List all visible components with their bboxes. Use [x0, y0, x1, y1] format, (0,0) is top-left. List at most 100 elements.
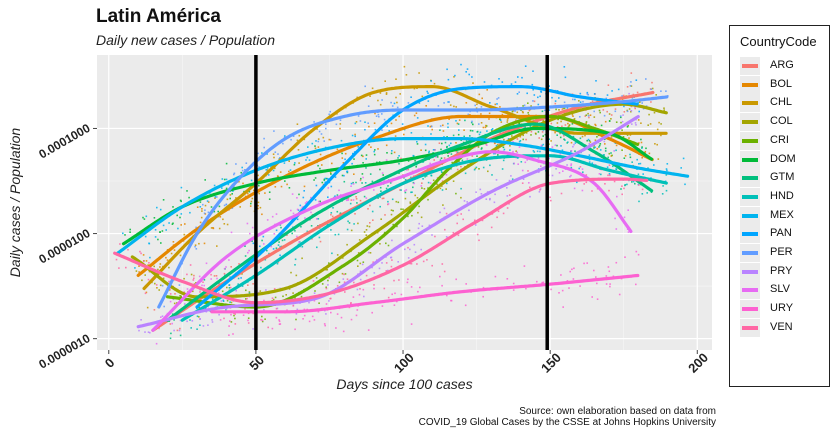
scatter-point-ury — [317, 310, 320, 313]
scatter-point-pry — [566, 164, 568, 166]
scatter-point-per — [430, 125, 433, 128]
scatter-point-ury — [278, 319, 280, 321]
scatter-point-pry — [548, 157, 550, 160]
scatter-point-slv — [296, 208, 299, 211]
scatter-point-bol — [486, 89, 488, 91]
scatter-point-ury — [523, 265, 526, 267]
scatter-point-per — [542, 129, 545, 132]
scatter-point-pan — [617, 88, 620, 91]
scatter-point-slv — [528, 182, 530, 184]
scatter-point-mex — [162, 224, 165, 227]
legend-label: SLV — [770, 283, 790, 296]
scatter-point-arg — [438, 142, 441, 144]
scatter-point-ury — [400, 293, 403, 296]
scatter-point-dom — [497, 154, 499, 156]
scatter-point-cri — [499, 118, 501, 120]
scatter-point-slv — [347, 199, 350, 201]
scatter-point-hnd — [371, 210, 374, 213]
scatter-point-gtm — [343, 180, 346, 183]
scatter-point-arg — [636, 91, 639, 94]
scatter-point-slv — [296, 235, 298, 238]
scatter-point-ury — [550, 288, 552, 291]
scatter-point-mex — [443, 136, 445, 138]
scatter-point-bol — [286, 183, 288, 186]
scatter-point-pry — [634, 122, 637, 124]
scatter-point-mex — [149, 256, 151, 259]
scatter-point-col — [496, 143, 499, 146]
scatter-point-pan — [427, 100, 430, 102]
scatter-point-gtm — [280, 226, 282, 229]
scatter-point-bol — [567, 122, 569, 125]
scatter-point-mex — [364, 121, 366, 123]
scatter-point-col — [414, 194, 416, 197]
scatter-point-hnd — [283, 239, 286, 241]
scatter-point-pan — [416, 117, 419, 119]
scatter-point-per — [650, 88, 653, 90]
scatter-point-ven — [336, 285, 339, 287]
scatter-point-mex — [536, 150, 539, 153]
scatter-point-chl — [355, 121, 358, 123]
scatter-point-pan — [548, 109, 551, 111]
scatter-point-dom — [186, 190, 188, 192]
scatter-point-col — [365, 234, 368, 236]
scatter-point-bol — [615, 144, 618, 147]
scatter-point-hnd — [519, 140, 522, 142]
scatter-point-slv — [512, 141, 514, 143]
scatter-point-dom — [447, 152, 449, 154]
scatter-point-gtm — [361, 182, 363, 184]
chart-subtitle: Daily new cases / Population — [96, 32, 275, 48]
scatter-point-ven — [350, 302, 352, 305]
scatter-point-ury — [313, 299, 316, 302]
scatter-point-col — [259, 290, 262, 292]
scatter-point-chl — [395, 96, 397, 99]
scatter-point-mex — [189, 211, 191, 214]
y-tick-label: 0.0000100 — [36, 226, 92, 267]
scatter-point-ven — [328, 277, 330, 279]
scatter-point-per — [381, 99, 383, 101]
scatter-point-dom — [379, 168, 381, 171]
scatter-point-bol — [331, 162, 333, 165]
scatter-point-bol — [288, 170, 290, 173]
scatter-point-per — [383, 118, 386, 121]
scatter-point-pan — [539, 95, 541, 98]
scatter-point-cri — [221, 290, 224, 293]
scatter-point-arg — [174, 293, 176, 295]
scatter-point-pry — [554, 144, 557, 146]
scatter-point-gtm — [377, 197, 379, 199]
scatter-point-chl — [637, 119, 640, 121]
scatter-point-mex — [479, 131, 482, 134]
scatter-point-cri — [458, 160, 460, 163]
scatter-point-col — [460, 196, 462, 199]
scatter-point-hnd — [548, 138, 551, 140]
scatter-point-dom — [571, 123, 574, 125]
scatter-point-slv — [512, 150, 514, 153]
scatter-point-ven — [497, 210, 500, 213]
scatter-point-ury — [242, 314, 245, 316]
scatter-point-arg — [355, 196, 357, 198]
scatter-point-pry — [308, 301, 310, 304]
scatter-point-slv — [266, 219, 269, 221]
scatter-point-ury — [542, 281, 545, 284]
scatter-point-per — [586, 93, 589, 95]
legend-swatch — [740, 300, 760, 319]
scatter-point-arg — [455, 150, 458, 153]
scatter-point-ury — [278, 320, 281, 323]
scatter-point-per — [523, 104, 526, 107]
scatter-point-bol — [342, 162, 345, 164]
scatter-point-pan — [554, 100, 557, 102]
scatter-point-pry — [359, 270, 362, 273]
scatter-point-chl — [258, 192, 260, 195]
scatter-point-col — [168, 266, 170, 269]
scatter-point-col — [655, 94, 657, 96]
scatter-point-mex — [284, 135, 286, 137]
scatter-point-arg — [622, 94, 625, 97]
scatter-point-ury — [340, 316, 343, 319]
scatter-point-hnd — [353, 223, 355, 225]
scatter-point-mex — [221, 187, 223, 189]
scatter-point-pan — [240, 277, 242, 279]
scatter-point-mex — [250, 179, 253, 182]
scatter-point-hnd — [533, 151, 536, 153]
scatter-point-pan — [635, 79, 638, 81]
scatter-point-hnd — [241, 285, 244, 287]
scatter-point-col — [157, 268, 159, 271]
